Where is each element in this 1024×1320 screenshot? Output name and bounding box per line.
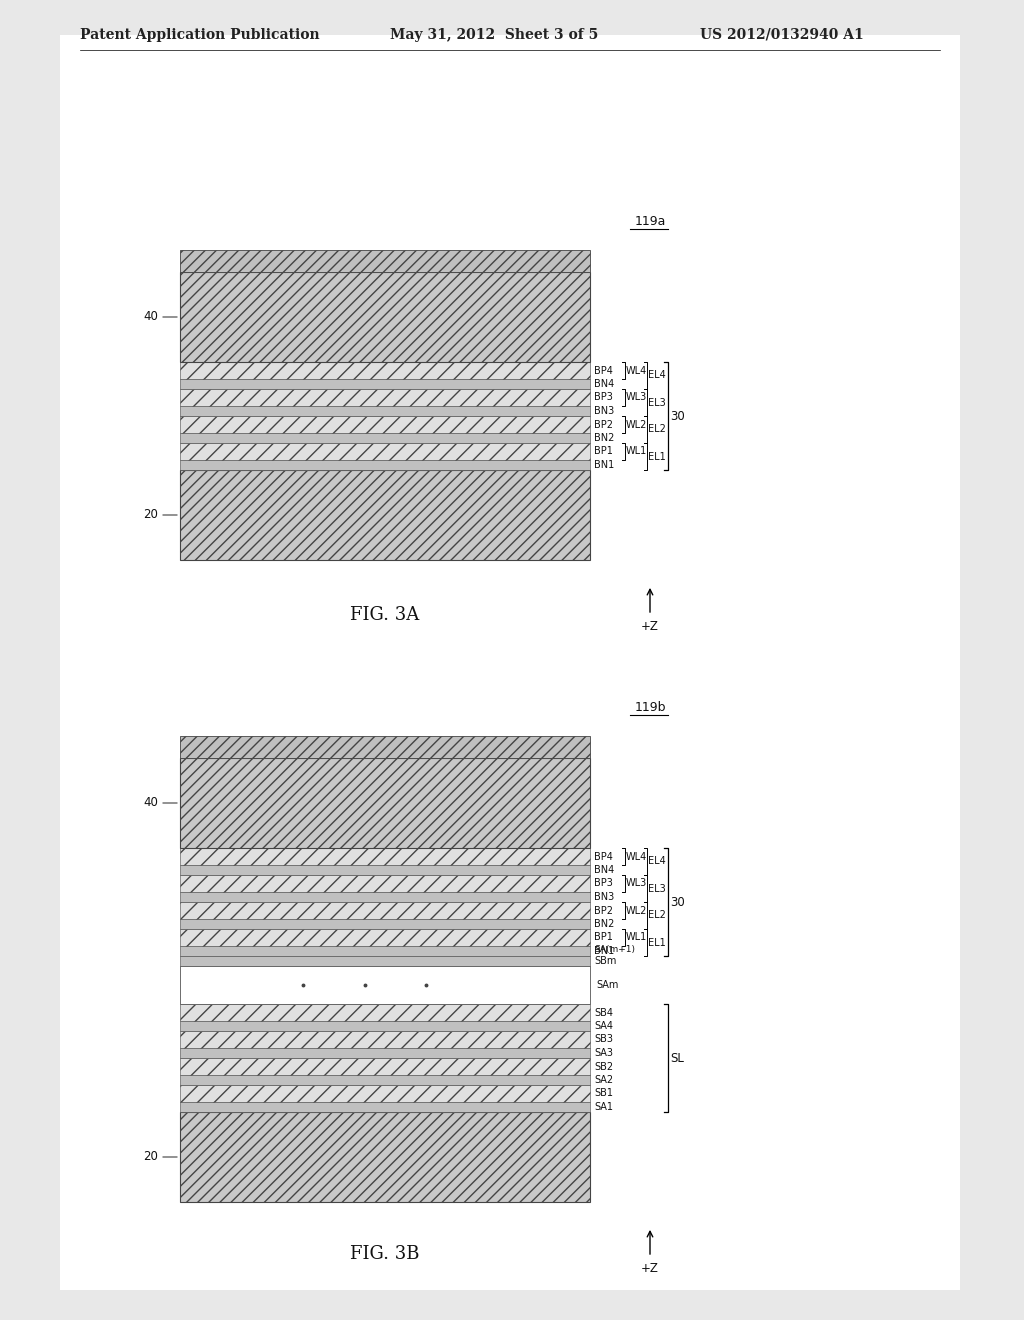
Text: BP3: BP3 (594, 392, 613, 403)
Text: BP4: BP4 (594, 851, 613, 862)
Bar (60, 36, 961, 1290)
Bar (180, 1020, 590, 1031)
Text: BP1: BP1 (594, 446, 613, 457)
Bar (180, 892, 590, 902)
Bar (180, 847, 590, 865)
Text: BN1: BN1 (594, 946, 614, 956)
Bar (180, 875, 590, 892)
Text: SA4: SA4 (594, 1020, 613, 1031)
Text: BP2: BP2 (594, 906, 613, 916)
Bar (180, 389, 590, 407)
Text: SB4: SB4 (594, 1007, 613, 1018)
Text: WL2: WL2 (626, 906, 647, 916)
Text: SBm: SBm (594, 956, 616, 966)
Text: BP1: BP1 (594, 932, 613, 942)
Text: 119b: 119b (634, 701, 666, 714)
Text: BP2: BP2 (594, 420, 613, 429)
Text: EL1: EL1 (648, 451, 666, 462)
Bar (180, 272, 590, 362)
Bar (180, 1005, 590, 1020)
Bar (180, 249, 590, 272)
Bar (180, 416, 590, 433)
Text: 40: 40 (143, 796, 158, 809)
Text: BN4: BN4 (594, 379, 614, 389)
Text: SA3: SA3 (594, 1048, 613, 1059)
Text: BP4: BP4 (594, 366, 613, 375)
Text: WL4: WL4 (626, 851, 647, 862)
Text: SAm: SAm (596, 979, 618, 990)
Text: FIG. 3B: FIG. 3B (350, 1245, 420, 1263)
Text: EL2: EL2 (648, 425, 666, 434)
Text: US 2012/0132940 A1: US 2012/0132940 A1 (700, 28, 864, 42)
Bar (180, 929, 590, 946)
Text: Patent Application Publication: Patent Application Publication (80, 28, 319, 42)
Bar (180, 956, 590, 966)
Text: +Z: +Z (641, 620, 658, 634)
Bar (180, 1059, 590, 1074)
Bar (180, 865, 590, 875)
Bar (180, 758, 590, 847)
Text: BN3: BN3 (594, 407, 614, 416)
Bar (180, 433, 590, 444)
Text: WL3: WL3 (626, 879, 647, 888)
Bar (180, 470, 590, 560)
Text: EL4: EL4 (648, 371, 666, 380)
Text: SA2: SA2 (594, 1074, 613, 1085)
Text: BN1: BN1 (594, 459, 614, 470)
Text: 40: 40 (143, 310, 158, 323)
Bar (180, 407, 590, 416)
Text: SB3: SB3 (594, 1035, 613, 1044)
Text: 20: 20 (143, 1151, 158, 1163)
Text: WL2: WL2 (626, 420, 647, 429)
Text: WL1: WL1 (626, 932, 647, 942)
Text: WL3: WL3 (626, 392, 647, 403)
Bar (180, 1048, 590, 1059)
Text: FIG. 3A: FIG. 3A (350, 606, 420, 624)
Text: BN2: BN2 (594, 433, 614, 444)
Text: SL: SL (670, 1052, 684, 1064)
Bar (180, 1102, 590, 1111)
Bar (180, 444, 590, 459)
Bar (180, 946, 590, 956)
Text: EL3: EL3 (648, 883, 666, 894)
Text: 119a: 119a (634, 215, 666, 228)
Text: SB2: SB2 (594, 1061, 613, 1072)
Text: WL1: WL1 (626, 446, 647, 457)
Bar (180, 1031, 590, 1048)
Text: SA(m+1): SA(m+1) (594, 945, 635, 954)
Bar (180, 1085, 590, 1102)
Text: BP3: BP3 (594, 879, 613, 888)
Bar (180, 919, 590, 929)
Text: EL3: EL3 (648, 397, 666, 408)
Text: BN3: BN3 (594, 892, 614, 902)
Bar (180, 902, 590, 919)
Bar (180, 459, 590, 470)
Text: EL1: EL1 (648, 937, 666, 948)
Text: SA1: SA1 (594, 1102, 613, 1111)
Text: BN2: BN2 (594, 919, 614, 929)
Text: +Z: +Z (641, 1262, 658, 1275)
Text: EL4: EL4 (648, 857, 666, 866)
Bar (180, 379, 590, 389)
Bar (180, 362, 590, 379)
Bar (180, 737, 590, 758)
Bar (180, 1111, 590, 1203)
Text: May 31, 2012  Sheet 3 of 5: May 31, 2012 Sheet 3 of 5 (390, 28, 598, 42)
Text: 30: 30 (670, 895, 685, 908)
Text: 30: 30 (670, 409, 685, 422)
Bar (180, 966, 590, 1005)
Text: BN4: BN4 (594, 865, 614, 875)
Text: SB1: SB1 (594, 1089, 613, 1098)
Bar (180, 1074, 590, 1085)
Text: EL2: EL2 (648, 911, 666, 920)
Text: WL4: WL4 (626, 366, 647, 375)
Text: 20: 20 (143, 508, 158, 521)
